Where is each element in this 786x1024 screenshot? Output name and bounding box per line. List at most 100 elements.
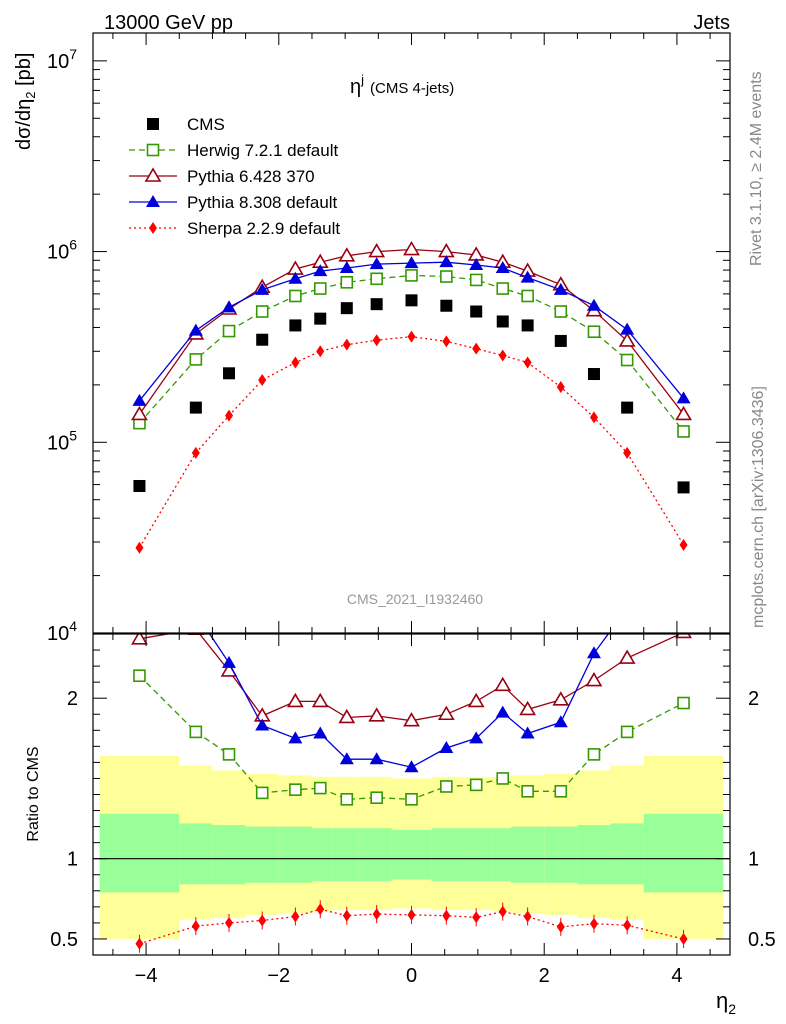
- band-inner-segment: [610, 823, 644, 885]
- data-point-pythia8: [520, 270, 535, 283]
- analysis-watermark: CMS_2021_I1932460: [347, 591, 483, 607]
- ratio-plot-axes: −4 −2 0 2 4 0.5 0.5 1 1 2 2: [50, 634, 776, 987]
- main-plot-axes: 104 105 106 107: [47, 33, 730, 645]
- data-point-sherpa: [623, 446, 632, 459]
- ratio-point-sherpa: [556, 920, 565, 933]
- ratio-point-pythia6: [467, 692, 485, 708]
- ratio-point-sherpa: [407, 908, 416, 921]
- series-sherpa: [135, 330, 688, 554]
- mcplots-label: mcplots.cern.ch [arXiv:1306.3436]: [750, 386, 767, 628]
- data-point-cms: [521, 319, 534, 332]
- main-ytick-label: 105: [47, 427, 77, 454]
- data-point-pythia6: [368, 242, 386, 258]
- chart-title-rest: (CMS 4-jets): [370, 80, 454, 97]
- ratio-point-sherpa: [623, 919, 632, 932]
- data-point-pythia8: [620, 322, 635, 335]
- legend-label-sherpa: Sherpa 2.2.9 default: [187, 219, 340, 238]
- main-plot-series: [131, 240, 692, 554]
- ratio-point-sherpa: [258, 914, 267, 927]
- ratio-ytick-label-left: 0.5: [50, 929, 78, 951]
- ratio-series: [131, 563, 692, 953]
- chart-title-sup: j: [360, 72, 364, 87]
- ratio-series-pythia6: [131, 634, 692, 727]
- ratio-point-pythia6: [552, 691, 570, 706]
- legend-item-pythia6: Pythia 6.428 370: [129, 167, 315, 186]
- data-point-herwig: [313, 282, 327, 295]
- band-inner-segment: [491, 828, 512, 882]
- band-inner-segment: [511, 826, 545, 883]
- legend-marker-pythia6: [144, 167, 162, 182]
- data-point-sherpa: [407, 330, 416, 343]
- ratio-xtick-label: 2: [539, 965, 550, 987]
- legend-marker-pythia8: [146, 195, 160, 207]
- data-point-herwig: [677, 425, 690, 438]
- data-point-pythia8: [288, 271, 303, 284]
- ratio-point-herwig: [469, 778, 483, 792]
- band-inner-segment: [643, 813, 724, 893]
- data-point-pythia8: [469, 258, 484, 271]
- series-line-sherpa: [138, 336, 685, 549]
- ratio-point-pythia8: [586, 646, 601, 659]
- series-pythia8: [132, 255, 691, 406]
- band-inner-segment: [431, 828, 465, 882]
- ratio-series-pythia8: [132, 563, 610, 773]
- data-point-sherpa: [191, 446, 200, 459]
- data-point-herwig: [554, 305, 568, 318]
- ratio-point-pythia6: [187, 634, 205, 635]
- data-point-herwig: [440, 270, 453, 283]
- data-point-cms: [496, 315, 509, 328]
- ratio-point-sherpa: [191, 920, 200, 933]
- ratio-line-sherpa: [139, 908, 684, 945]
- data-point-pythia8: [188, 323, 203, 336]
- header-right: Jets: [693, 12, 730, 34]
- band-inner-segment: [577, 824, 611, 885]
- xlabel: η2: [716, 988, 736, 1017]
- rivet-version-label: Rivet 3.1.10, ≥ 2.4M events: [748, 71, 765, 266]
- data-point-pythia8: [439, 255, 454, 268]
- data-point-cms: [340, 302, 353, 315]
- ratio-point-pythia6: [131, 634, 148, 645]
- xlabel-sub: 2: [728, 1001, 736, 1017]
- ratio-point-sherpa: [523, 910, 532, 923]
- main-ytick-label: 106: [47, 237, 77, 264]
- data-point-herwig: [340, 276, 354, 289]
- ratio-point-pythia6: [494, 676, 512, 692]
- ratio-point-pythia6: [675, 634, 692, 639]
- ratio-point-sherpa: [135, 937, 144, 950]
- series-cms: [133, 294, 690, 494]
- legend: CMS Herwig 7.2.1 default Pythia 6.428 370 P…: [129, 115, 340, 238]
- data-point-pythia6: [437, 242, 455, 258]
- data-point-cms: [587, 368, 600, 381]
- main-ylabel: dσ/dη2 [pb]: [13, 53, 38, 150]
- ratio-point-sherpa: [442, 909, 451, 922]
- ratio-point-herwig: [405, 793, 418, 806]
- ratio-ytick-label-right: 0.5: [748, 929, 776, 951]
- ratio-point-pythia6: [286, 692, 304, 708]
- ratio-point-sherpa: [589, 917, 598, 930]
- legend-marker-cms: [147, 118, 159, 130]
- data-point-sherpa: [679, 538, 688, 551]
- ratio-point-pythia6: [519, 700, 537, 716]
- ratio-ytick-label-right: 2: [748, 688, 759, 710]
- ratio-point-pythia6: [585, 671, 603, 687]
- band-inner-segment: [99, 813, 180, 893]
- data-point-pythia8: [404, 256, 419, 269]
- ratio-series-sherpa: [135, 900, 688, 953]
- ratio-point-herwig: [620, 725, 634, 739]
- ratio-point-pythia8: [313, 726, 328, 739]
- ratio-point-herwig: [289, 783, 302, 796]
- data-point-cms: [289, 319, 302, 332]
- ratio-point-herwig: [440, 780, 453, 793]
- ratio-point-sherpa: [316, 903, 325, 916]
- ratio-point-pythia8: [369, 752, 384, 765]
- data-point-cms: [405, 294, 418, 307]
- ratio-ytick-label-right: 1: [748, 849, 759, 871]
- ratio-point-pythia6: [403, 712, 420, 727]
- ratio-point-pythia8: [132, 563, 146, 575]
- data-point-sherpa: [589, 411, 598, 424]
- data-point-herwig: [255, 305, 269, 318]
- band-inner-segment: [391, 829, 432, 880]
- ratio-point-pythia6: [437, 705, 455, 721]
- data-point-pythia8: [676, 391, 691, 404]
